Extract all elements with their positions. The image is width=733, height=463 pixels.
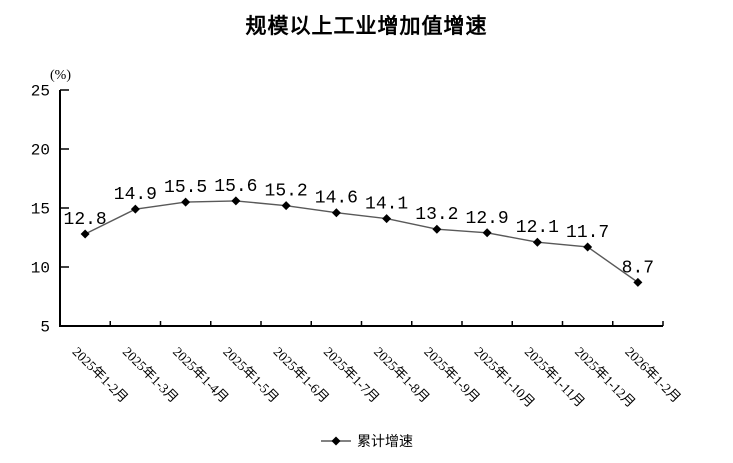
data-point-label: 12.8 xyxy=(64,210,107,230)
y-axis-tick-label: 15 xyxy=(31,201,50,219)
y-axis-tick-label: 25 xyxy=(31,83,50,101)
chart-title: 规模以上工业增加值增速 xyxy=(245,14,488,38)
data-point-marker xyxy=(130,204,140,214)
data-point-label: 15.6 xyxy=(214,177,257,197)
data-point-marker xyxy=(281,201,291,211)
legend-series-label: 累计增速 xyxy=(357,435,413,450)
data-point-marker xyxy=(532,237,542,247)
data-point-label: 12.1 xyxy=(516,218,559,238)
data-point-marker xyxy=(331,208,341,218)
data-point-label: 14.1 xyxy=(365,195,408,215)
y-axis-tick-label: 20 xyxy=(31,142,50,160)
data-point-marker xyxy=(633,277,643,287)
legend-line-marker-icon xyxy=(321,436,351,446)
y-axis-tick-label: 10 xyxy=(31,260,50,278)
data-point-marker xyxy=(382,214,392,224)
data-point-label: 13.2 xyxy=(415,205,458,225)
data-point-marker xyxy=(181,197,191,207)
data-point-label: 8.7 xyxy=(622,258,654,278)
y-axis-unit-label: (%) xyxy=(50,68,71,83)
data-point-marker xyxy=(80,229,90,239)
data-point-label: 14.6 xyxy=(315,189,358,209)
data-point-label: 15.2 xyxy=(265,182,308,202)
data-point-marker xyxy=(432,224,442,234)
data-point-label: 12.9 xyxy=(466,209,509,229)
data-point-label: 11.7 xyxy=(566,223,609,243)
data-point-label: 14.9 xyxy=(114,185,157,205)
series-line xyxy=(84,200,639,283)
y-axis-tick-label: 5 xyxy=(40,319,50,337)
data-point-marker xyxy=(482,228,492,238)
data-point-label: 15.5 xyxy=(164,178,207,198)
data-point-marker xyxy=(231,196,241,206)
data-point-marker xyxy=(583,242,593,252)
chart-legend: 累计增速 xyxy=(0,431,733,451)
